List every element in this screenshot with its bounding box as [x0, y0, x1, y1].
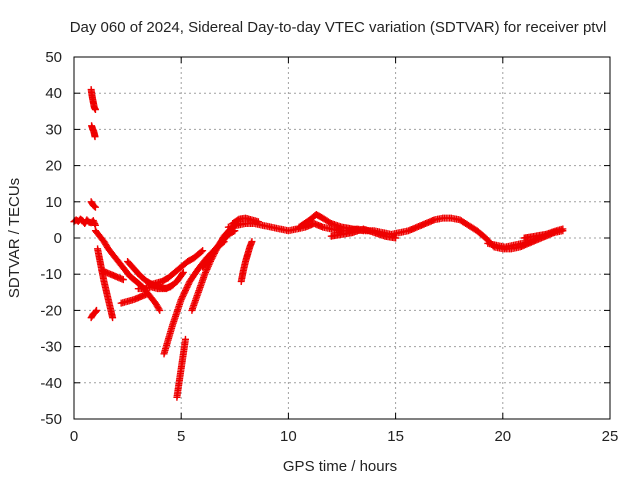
y-tick-label: -30: [40, 339, 62, 356]
data-point: [93, 306, 101, 314]
series-arc-21: [327, 225, 400, 242]
data-point: [197, 248, 205, 256]
data-point: [204, 264, 212, 272]
y-tick-label: -50: [40, 411, 62, 428]
y-tick-label: 10: [45, 194, 62, 211]
y-tick-label: -10: [40, 266, 62, 283]
x-tick-label: 15: [387, 428, 404, 445]
data-point: [199, 247, 207, 255]
data-point: [119, 276, 127, 284]
axis-ticks: [73, 56, 611, 420]
gridlines: [74, 57, 610, 419]
data-point: [559, 225, 567, 233]
data-point: [178, 270, 186, 278]
x-tick-labels: 0 5 10 15 20 25: [70, 428, 619, 445]
series-arc-04: [87, 198, 99, 211]
y-tick-label: 0: [54, 230, 62, 247]
x-tick-label: 10: [280, 428, 297, 445]
data-point: [201, 270, 209, 278]
x-tick-label: 0: [70, 428, 78, 445]
series-arc-01: [70, 215, 99, 229]
y-axis-label: SDTVAR / TECUs: [6, 178, 23, 298]
data-point: [181, 335, 189, 343]
data-points: [70, 86, 567, 401]
data-point: [90, 218, 98, 226]
y-tick-label: 40: [45, 85, 62, 102]
data-point: [203, 265, 211, 273]
data-point: [202, 267, 210, 275]
data-point: [109, 314, 117, 322]
data-point: [248, 238, 256, 246]
series-arc-12: [145, 247, 207, 289]
y-tick-labels: -50 -40 -30 -20 -10 0 10 20 30 40 50: [40, 49, 62, 428]
data-point: [156, 306, 164, 314]
data-point: [155, 305, 163, 313]
series-arc-16: [199, 227, 239, 271]
data-point: [89, 217, 97, 225]
data-point: [179, 268, 187, 276]
data-point: [90, 202, 98, 210]
x-tick-label: 20: [494, 428, 511, 445]
y-tick-label: 20: [45, 158, 62, 175]
series-arc-06: [91, 227, 164, 314]
data-point: [143, 290, 151, 298]
series-arc-08: [98, 267, 127, 284]
y-tick-label: 30: [45, 121, 62, 138]
series-arc-17: [237, 238, 256, 285]
y-tick-label: 50: [45, 49, 62, 66]
series-arc-13: [160, 238, 228, 358]
series-arc-07: [94, 245, 117, 322]
data-point: [91, 133, 99, 141]
series-arc-23: [520, 225, 567, 242]
data-point: [91, 220, 99, 228]
x-axis-label: GPS time / hours: [283, 458, 397, 475]
y-tick-label: -40: [40, 375, 62, 392]
series-arc-02: [87, 86, 99, 113]
series-arc-14: [173, 335, 189, 401]
series-arc-03: [88, 122, 99, 141]
series-arc-20: [295, 210, 367, 235]
chart-title: Day 060 of 2024, Sidereal Day-to-day VTE…: [70, 19, 607, 36]
x-tick-label: 25: [602, 428, 619, 445]
data-point: [91, 105, 99, 113]
data-point: [91, 203, 99, 211]
series-arc-05: [87, 306, 101, 322]
y-tick-label: -20: [40, 302, 62, 319]
data-point: [392, 234, 400, 242]
series-arc-11: [134, 268, 187, 293]
data-point: [201, 269, 209, 277]
x-tick-label: 5: [177, 428, 185, 445]
series-arc-09: [117, 290, 151, 307]
